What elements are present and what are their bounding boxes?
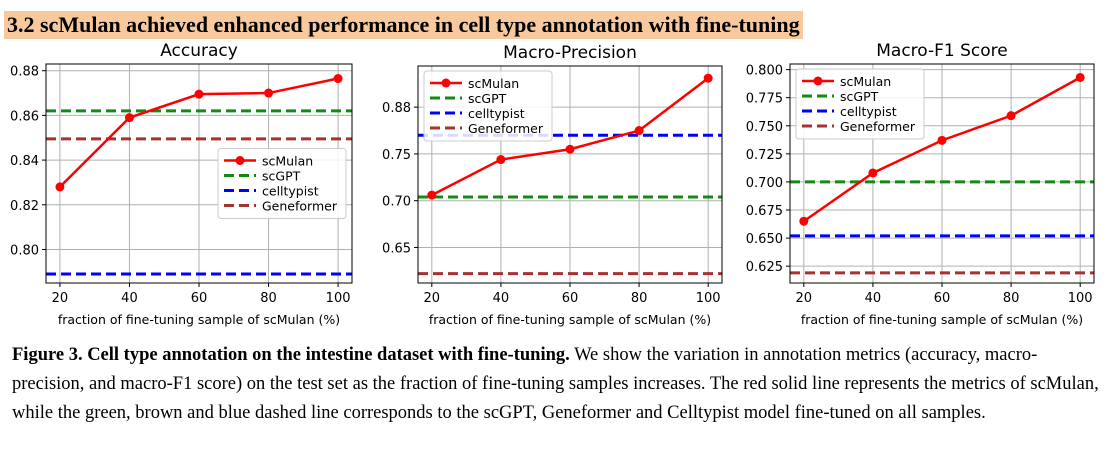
- y-tick-label: 0.88: [382, 101, 411, 116]
- y-tick-label: 0.775: [746, 92, 783, 107]
- x-tick-label: 60: [191, 291, 208, 306]
- legend-label: celltypist: [468, 106, 525, 121]
- y-tick-label: 0.700: [746, 176, 783, 191]
- y-tick-label: 0.88: [10, 65, 39, 80]
- x-tick-label: 80: [1003, 291, 1020, 306]
- legend-label: Geneformer: [262, 199, 338, 214]
- legend-label: scMulan: [840, 74, 891, 89]
- data-point: [565, 144, 575, 154]
- x-tick-label: 80: [260, 291, 277, 306]
- data-point: [264, 88, 274, 98]
- plot-frame: [417, 65, 723, 284]
- x-tick-label: 80: [631, 291, 648, 306]
- legend-label: celltypist: [840, 104, 897, 119]
- legend-marker: [813, 76, 823, 86]
- chart: Macro-Precision 0.65 0.70 0.75 0.88 20 40 60 80 1…: [382, 43, 723, 327]
- x-axis-label: fraction of fine-tuning sample of scMula…: [429, 312, 711, 327]
- x-axis-label: fraction of fine-tuning sample of scMula…: [801, 312, 1083, 327]
- data-point: [634, 126, 644, 136]
- y-tick-label: 0.84: [10, 154, 39, 169]
- x-tick-label: 60: [562, 291, 579, 306]
- legend-label: scGPT: [468, 91, 507, 106]
- data-point: [427, 190, 437, 200]
- y-tick-label: 0.625: [746, 260, 783, 275]
- legend-label: scMulan: [468, 76, 519, 91]
- x-tick-label: 100: [326, 291, 351, 306]
- y-tick-label: 0.800: [746, 64, 783, 79]
- y-tick-label: 0.70: [382, 195, 411, 210]
- legend-label: scGPT: [840, 89, 879, 104]
- data-point: [333, 74, 343, 84]
- chart: Accuracy 0.80 0.82 0.84 0.86 0.88 20 40 60 80 100 f…: [10, 41, 353, 327]
- chart: Macro-F1 Score 0.625 0.650 0.675 0.700 0.725 0…: [746, 41, 1095, 327]
- data-point: [124, 113, 134, 123]
- data-point: [1006, 111, 1016, 121]
- x-axis-label: fraction of fine-tuning sample of scMula…: [58, 312, 340, 327]
- caption: Figure 3. Cell type annotation on the in…: [12, 341, 1100, 428]
- legend-marker: [235, 156, 245, 165]
- x-tick-label: 40: [121, 291, 138, 306]
- chart-title: Macro-Precision: [503, 43, 637, 63]
- legend-label: scGPT: [262, 169, 301, 184]
- y-tick-label: 0.86: [10, 109, 39, 124]
- x-tick-label: 20: [424, 291, 441, 306]
- legend-box: [423, 70, 553, 142]
- plot-frame: [789, 63, 1095, 284]
- y-tick-label: 0.650: [746, 232, 783, 247]
- x-tick-label: 20: [52, 291, 69, 306]
- data-point: [496, 155, 506, 165]
- legend-label: Geneformer: [840, 119, 916, 134]
- data-point: [703, 73, 713, 83]
- legend-marker: [441, 78, 451, 88]
- legend-box: [795, 68, 925, 140]
- section-heading: 3.2 scMulan achieved enhanced performanc…: [4, 11, 803, 39]
- legend-label: celltypist: [262, 184, 319, 199]
- x-tick-label: 100: [696, 291, 721, 306]
- legend-label: scMulan: [262, 154, 313, 169]
- caption-text: We show the variation in annotation metr…: [12, 345, 1099, 423]
- data-point: [937, 135, 947, 145]
- y-tick-label: 0.65: [382, 241, 411, 256]
- data-point: [799, 216, 809, 226]
- y-tick-label: 0.750: [746, 120, 783, 135]
- data-point: [1075, 72, 1085, 82]
- data-point: [55, 182, 65, 192]
- y-tick-label: 0.675: [746, 204, 783, 219]
- chart-title: Accuracy: [160, 41, 238, 61]
- data-point: [194, 89, 204, 99]
- y-tick-label: 0.725: [746, 148, 783, 163]
- chart-title: Macro-F1 Score: [876, 41, 1008, 61]
- x-tick-label: 20: [796, 291, 813, 306]
- y-tick-label: 0.82: [10, 199, 39, 214]
- y-tick-label: 0.80: [10, 243, 39, 258]
- y-tick-label: 0.75: [382, 148, 411, 163]
- plot-frame: [45, 63, 353, 284]
- x-tick-label: 40: [493, 291, 510, 306]
- x-tick-label: 100: [1068, 291, 1093, 306]
- data-point: [868, 168, 878, 178]
- figure: Accuracy 0.80 0.82 0.84 0.86 0.88 20 40 60 80 100 f…: [10, 41, 1095, 327]
- legend-box: [217, 148, 347, 219]
- legend-label: Geneformer: [468, 121, 544, 136]
- x-tick-label: 40: [865, 291, 882, 306]
- x-tick-label: 60: [934, 291, 951, 306]
- caption-label: Figure 3. Cell type annotation on the in…: [12, 345, 570, 365]
